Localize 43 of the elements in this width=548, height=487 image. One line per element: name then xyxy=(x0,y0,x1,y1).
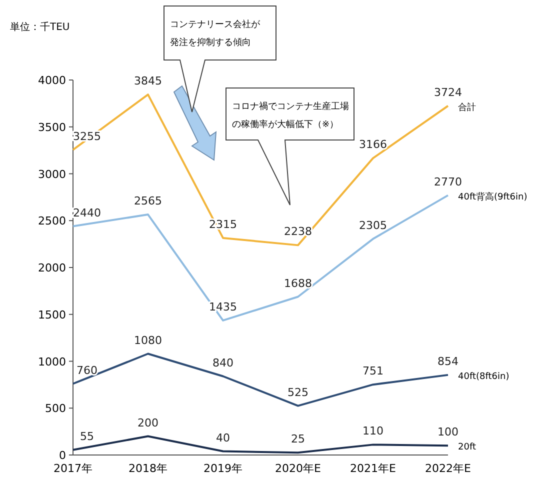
x-tick-label: 2019年 xyxy=(204,462,242,475)
data-label: 40 xyxy=(216,431,230,444)
y-tick-label: 500 xyxy=(45,402,66,416)
data-label: 55 xyxy=(80,430,94,443)
data-label: 854 xyxy=(438,354,458,368)
data-label: 751 xyxy=(362,364,384,378)
x-tick-label: 2022年E xyxy=(425,462,472,475)
y-tick-label: 3500 xyxy=(38,120,66,134)
data-label: 840 xyxy=(212,356,234,370)
y-tick-label: 1500 xyxy=(38,308,66,322)
data-label: 3845 xyxy=(134,74,162,88)
y-tick-label: 0 xyxy=(59,449,66,462)
data-label: 525 xyxy=(288,386,308,399)
series-label: 40ft背高(9ft6in) xyxy=(458,191,528,202)
y-tick-label: 4000 xyxy=(38,74,66,87)
y-tick-label: 3000 xyxy=(38,168,66,181)
series-label: 合計 xyxy=(458,102,476,113)
data-label: 760 xyxy=(76,364,98,377)
annotation: コロナ禍でコンテナ生産工場の稼働率が大幅低下（※） xyxy=(232,101,349,130)
data-label: 110 xyxy=(362,424,384,438)
x-tick-label: 2017年 xyxy=(54,462,92,475)
y-axis-title: 単位：千TEU xyxy=(10,21,70,33)
data-label: 200 xyxy=(138,416,158,430)
y-tick-label: 2500 xyxy=(38,214,66,228)
data-label: 100 xyxy=(438,426,458,439)
series-label: 40ft(8ft6in) xyxy=(458,372,510,382)
x-tick-label: 2021年E xyxy=(350,462,396,475)
x-tick-label: 2020年E xyxy=(275,462,322,475)
line-series xyxy=(72,194,449,322)
data-label: 2770 xyxy=(434,175,462,188)
data-label: 3724 xyxy=(434,86,462,99)
data-label: 1080 xyxy=(134,334,162,347)
x-tick-label: 2018年 xyxy=(128,462,168,475)
data-label: 1435 xyxy=(209,300,237,314)
series-label: 20ft xyxy=(458,442,476,453)
data-label: 2565 xyxy=(134,194,162,208)
y-tick-label: 2000 xyxy=(38,262,66,274)
data-label: 3166 xyxy=(359,138,387,152)
data-label: 2305 xyxy=(359,218,387,232)
data-label: 2440 xyxy=(73,206,101,220)
y-tick-label: 1000 xyxy=(38,355,66,368)
data-label: 25 xyxy=(291,432,305,446)
data-label: 1688 xyxy=(284,276,312,290)
